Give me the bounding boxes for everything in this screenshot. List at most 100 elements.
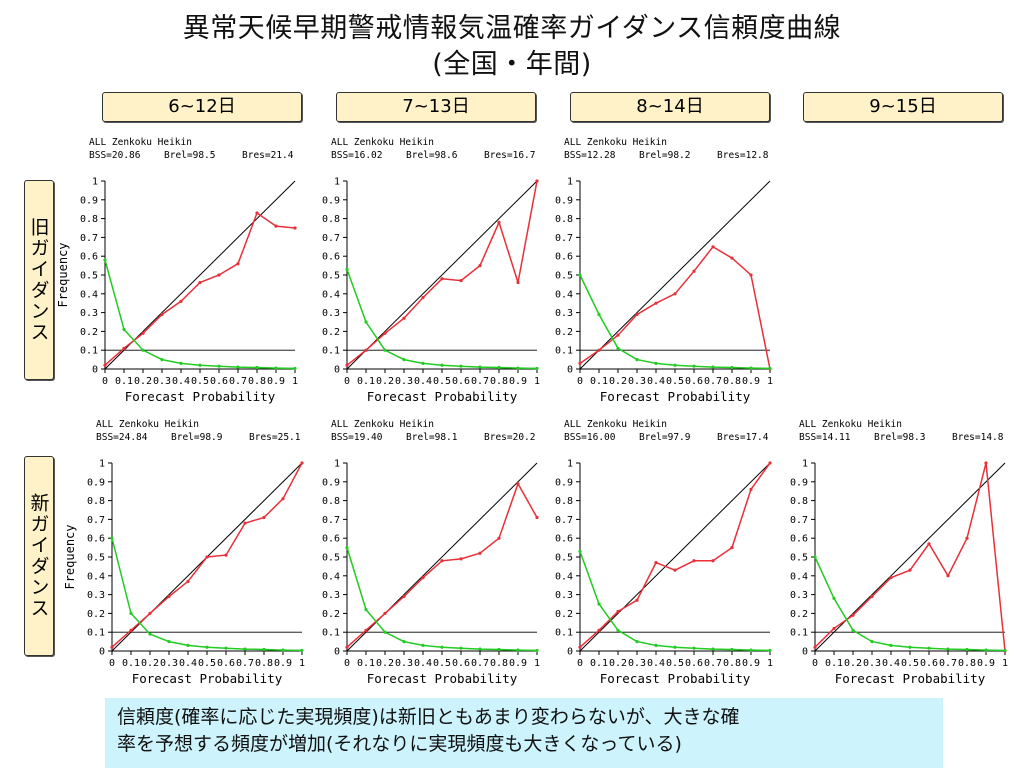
x-tick-label: 0.4 xyxy=(172,376,190,387)
y-tick-label: 0.9 xyxy=(87,477,105,488)
forecast-frequency-series-point xyxy=(129,611,133,616)
y-tick-label: 0.4 xyxy=(790,571,808,582)
x-tick-label: 0.1 xyxy=(590,376,608,387)
reliability-series-point xyxy=(711,245,715,249)
reliability-series-point xyxy=(224,553,228,557)
forecast-frequency-series-point xyxy=(110,536,114,540)
reliability-series-point xyxy=(459,557,463,561)
x-tick-label: 1 xyxy=(534,658,540,669)
reliability-series-point xyxy=(345,363,349,367)
x-tick-label: 1 xyxy=(767,658,773,669)
y-tick-label: 1 xyxy=(802,459,808,470)
x-tick-label: 0.3 xyxy=(160,658,178,669)
reliability-series-point xyxy=(832,626,836,631)
bres-stat: Bres=14.8 xyxy=(952,432,1004,443)
perfect-reliability-diagonal xyxy=(579,180,771,370)
forecast-frequency-series-line xyxy=(579,274,771,370)
forecast-frequency-series-point xyxy=(635,640,639,644)
brel-stat: Brel=98.1 xyxy=(406,432,458,443)
forecast-frequency-series-point xyxy=(402,358,406,362)
x-tick-label: 0.5 xyxy=(666,658,684,669)
forecast-frequency-series-point xyxy=(198,363,202,367)
forecast-frequency-series-point xyxy=(946,647,950,651)
forecast-frequency-series-point xyxy=(478,365,482,369)
y-tick-label: 1 xyxy=(567,459,573,470)
x-axis-label: Forecast Probability xyxy=(125,389,276,404)
y-tick-label: 0.9 xyxy=(555,195,573,206)
forecast-frequency-series-point xyxy=(654,361,658,365)
y-tick-label: 0.8 xyxy=(87,496,105,507)
reliability-series-point xyxy=(616,609,620,614)
forecast-frequency-series-point xyxy=(383,348,387,352)
x-tick-label: 0.7 xyxy=(229,376,247,387)
forecast-frequency-series-point xyxy=(673,363,677,367)
bres-stat: Bres=17.4 xyxy=(717,432,769,443)
reliability-series-point xyxy=(364,628,368,632)
x-tick-label: 0.3 xyxy=(395,658,413,669)
reliability-series-point xyxy=(110,645,114,649)
reliability-series-point xyxy=(635,598,639,602)
y-tick-label: 0.2 xyxy=(80,327,98,338)
x-tick-label: 0.2 xyxy=(609,376,627,387)
forecast-frequency-series-point xyxy=(711,647,715,651)
reliability-panel: ALL Zenkoku Heikin BSS=14.11 Brel=98.3 Bres… xyxy=(790,419,1008,686)
y-tick-label: 0 xyxy=(802,647,808,658)
perfect-reliability-diagonal xyxy=(579,462,771,652)
reliability-series-point xyxy=(749,487,753,491)
y-tick-label: 0.2 xyxy=(322,609,340,620)
x-tick-label: 0.2 xyxy=(376,376,394,387)
forecast-frequency-series-point xyxy=(179,361,183,365)
reliability-series-point xyxy=(198,280,202,285)
y-tick-label: 0 xyxy=(99,647,105,658)
forecast-frequency-series-point xyxy=(768,366,772,371)
x-tick-label: 0.4 xyxy=(882,658,900,669)
x-tick-label: 0 xyxy=(109,658,115,669)
y-axis-label: Frequency xyxy=(56,242,70,307)
forecast-frequency-series-point xyxy=(364,608,368,612)
y-tick-label: 0.4 xyxy=(555,571,573,582)
x-tick-label: 0.9 xyxy=(977,658,995,669)
x-tick-label: 0.9 xyxy=(742,658,760,669)
reliability-series-point xyxy=(160,312,164,317)
reliability-series-point xyxy=(497,220,501,224)
reliability-series-point xyxy=(402,316,406,320)
y-tick-label: 0.9 xyxy=(80,195,98,206)
reliability-series-point xyxy=(597,348,601,352)
reliability-series-point xyxy=(459,279,463,283)
x-tick-label: 0.2 xyxy=(376,658,394,669)
forecast-frequency-series-point xyxy=(421,643,425,647)
y-tick-label: 0.7 xyxy=(555,233,573,244)
reliability-series-point xyxy=(103,363,107,367)
forecast-frequency-series-point xyxy=(578,549,582,553)
x-tick-label: 0.8 xyxy=(248,376,266,387)
x-tick-label: 1 xyxy=(292,376,298,387)
y-tick-label: 0.6 xyxy=(790,534,808,545)
reliability-series-point xyxy=(440,277,444,281)
x-tick-label: 0.5 xyxy=(198,658,216,669)
y-tick-label: 0.1 xyxy=(87,628,105,639)
y-tick-label: 0.6 xyxy=(87,534,105,545)
reliability-series-point xyxy=(965,536,969,540)
forecast-frequency-series-point xyxy=(516,366,520,370)
forecast-frequency-series-point xyxy=(749,366,753,370)
reliability-series-point xyxy=(255,211,259,215)
x-tick-label: 0.4 xyxy=(647,658,665,669)
y-tick-label: 0.5 xyxy=(322,271,340,282)
reliability-series-point xyxy=(749,273,753,277)
forecast-frequency-series-point xyxy=(160,358,164,362)
x-tick-label: 0.6 xyxy=(920,658,938,669)
reliability-series-point xyxy=(870,594,874,599)
x-tick-label: 0 xyxy=(577,376,583,387)
x-tick-label: 1 xyxy=(534,376,540,387)
panel-header: ALL Zenkoku Heikin xyxy=(331,137,434,148)
reliability-series-point xyxy=(927,542,931,546)
x-tick-label: 0.6 xyxy=(452,376,470,387)
reliability-panel: ALL Zenkoku Heikin BSS=20.86 Brel=98.5 Bres… xyxy=(56,137,298,404)
y-tick-label: 0.4 xyxy=(322,289,340,300)
reliability-series-point xyxy=(274,224,278,228)
x-tick-label: 0.3 xyxy=(395,376,413,387)
y-tick-label: 0.2 xyxy=(555,609,573,620)
forecast-frequency-series-point xyxy=(535,648,539,653)
y-tick-label: 1 xyxy=(567,177,573,188)
reliability-series-point xyxy=(730,256,734,260)
